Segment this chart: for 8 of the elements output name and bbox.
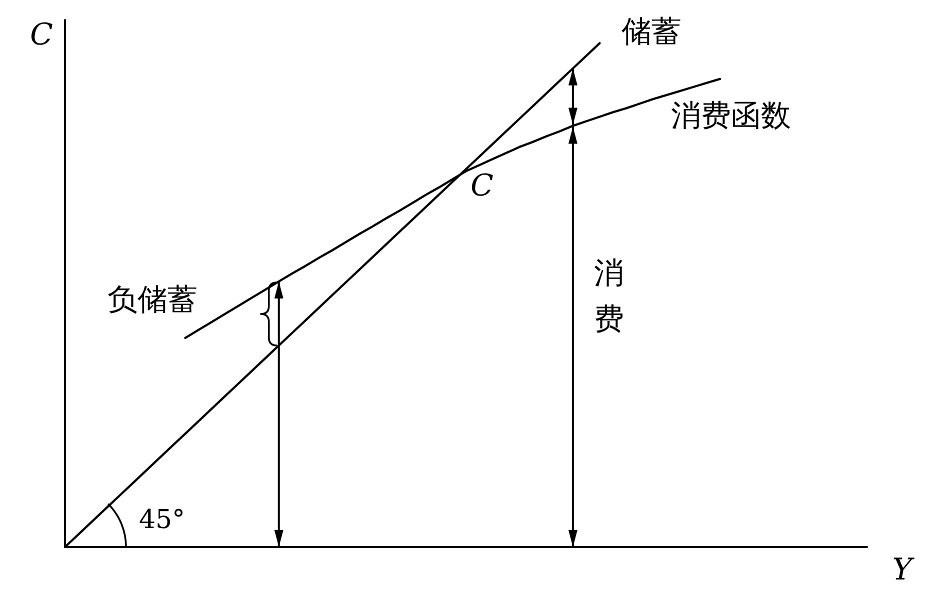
annotation: 储蓄 (622, 14, 682, 50)
annotation: 45° (138, 505, 186, 535)
annotation: C (470, 168, 494, 204)
annotation: 负储蓄 (107, 282, 198, 318)
x-axis-title: Y (892, 552, 916, 588)
y-axis-title: C (30, 18, 54, 52)
annotation: 消费 (594, 256, 624, 337)
series-label: 消费函数 (670, 98, 791, 134)
